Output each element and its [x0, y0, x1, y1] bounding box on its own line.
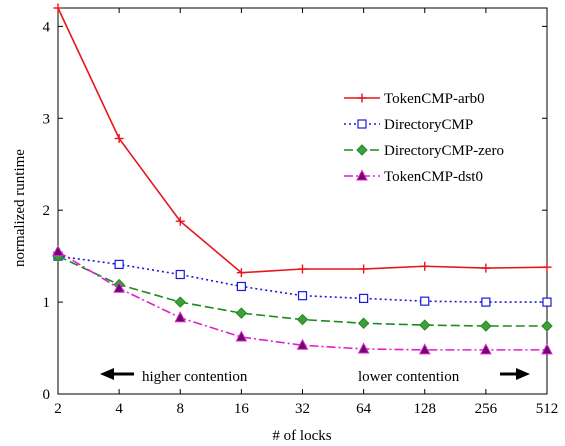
data-point — [296, 313, 309, 326]
annotation-higher-contention: higher contention — [142, 369, 248, 385]
legend-item: TokenCMP-dst0 — [344, 169, 483, 185]
data-point — [298, 264, 307, 274]
x-tick-label: 2 — [54, 401, 62, 417]
data-point — [481, 263, 491, 273]
x-axis-label: # of locks — [272, 428, 331, 444]
data-point — [297, 291, 308, 301]
data-point — [175, 269, 185, 280]
axes: 2 4 8 16 32 64 128 256 512 0 1 2 3 4 — [43, 7, 559, 417]
annotation-lower-contention: lower contention — [358, 369, 460, 385]
data-point — [235, 330, 248, 342]
legend-item: DirectoryCMP-zero — [344, 143, 504, 159]
data-point — [175, 216, 185, 226]
data-point — [418, 343, 431, 355]
data-point — [359, 293, 369, 304]
right-arrow-icon — [500, 368, 530, 380]
series-layer — [52, 3, 553, 355]
data-point — [174, 296, 186, 308]
x-tick-label: 16 — [234, 401, 250, 417]
legend: TokenCMP-arb0 DirectoryCMP DirectoryCMP-ze… — [344, 91, 504, 185]
series-line — [57, 255, 547, 303]
legend-label: DirectoryCMP-zero — [384, 143, 504, 159]
legend-marker — [357, 93, 367, 103]
data-point — [296, 338, 309, 350]
data-point — [420, 296, 430, 306]
legend-item: TokenCMP-arb0 — [344, 91, 485, 107]
x-tick-label: 128 — [414, 401, 437, 417]
data-point — [357, 317, 370, 329]
data-point — [419, 319, 431, 331]
data-point — [357, 342, 370, 354]
x-tick-label: 64 — [356, 401, 372, 417]
annotations: higher contention lower contention — [100, 368, 530, 385]
data-point — [359, 264, 369, 274]
legend-item: DirectoryCMP — [344, 117, 473, 133]
y-tick-label: 0 — [43, 387, 51, 403]
left-arrow-icon — [100, 368, 134, 380]
data-point — [235, 307, 248, 319]
series-3 — [52, 244, 553, 355]
data-point — [114, 259, 124, 270]
series-1 — [53, 251, 552, 307]
data-point — [541, 343, 553, 355]
data-point — [114, 134, 124, 144]
x-tick-label: 32 — [295, 401, 310, 417]
y-axis-label: normalized runtime — [12, 149, 28, 267]
data-point — [113, 281, 125, 293]
legend-label: TokenCMP-dst0 — [384, 169, 483, 185]
data-point — [236, 268, 246, 278]
series-line — [57, 7, 548, 274]
y-tick-label: 1 — [43, 295, 51, 311]
data-point — [236, 281, 246, 292]
series-line — [57, 250, 547, 351]
legend-marker — [356, 144, 368, 156]
y-tick-label: 3 — [43, 111, 51, 127]
data-point — [480, 320, 492, 332]
x-tick-label: 256 — [475, 401, 498, 417]
y-tick-label: 2 — [43, 203, 51, 219]
data-point — [174, 311, 187, 323]
legend-label: DirectoryCMP — [384, 117, 473, 133]
series-2 — [52, 250, 553, 332]
y-tick-label: 4 — [43, 19, 51, 35]
x-tick-label: 4 — [115, 401, 123, 417]
data-point — [542, 297, 552, 307]
legend-marker — [357, 119, 367, 129]
data-point — [480, 343, 492, 355]
legend-label: TokenCMP-arb0 — [384, 91, 485, 107]
plot-frame — [57, 7, 548, 395]
legend-marker — [356, 169, 368, 181]
data-point — [420, 261, 430, 271]
data-point — [53, 3, 63, 13]
data-point — [481, 297, 491, 307]
data-point — [541, 320, 553, 332]
x-tick-label: 8 — [177, 401, 185, 417]
series-0 — [53, 3, 552, 278]
data-point — [542, 262, 552, 272]
data-point — [52, 244, 64, 257]
x-tick-label: 512 — [536, 401, 559, 417]
